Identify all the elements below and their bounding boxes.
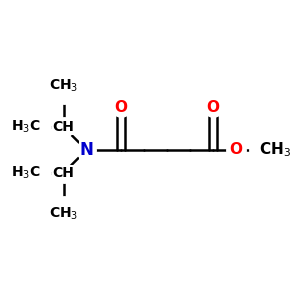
Text: O: O: [206, 100, 219, 115]
Text: CH: CH: [52, 120, 74, 134]
Text: CH$_{3}$: CH$_{3}$: [49, 78, 78, 94]
Text: O: O: [229, 142, 242, 158]
Text: CH: CH: [52, 166, 74, 180]
Text: CH$_{3}$: CH$_{3}$: [259, 141, 291, 159]
Text: H$_{3}$C: H$_{3}$C: [11, 165, 40, 181]
Text: O: O: [115, 100, 128, 115]
Text: CH$_{3}$: CH$_{3}$: [49, 206, 78, 222]
Text: H$_{3}$C: H$_{3}$C: [11, 119, 40, 135]
Text: N: N: [80, 141, 93, 159]
